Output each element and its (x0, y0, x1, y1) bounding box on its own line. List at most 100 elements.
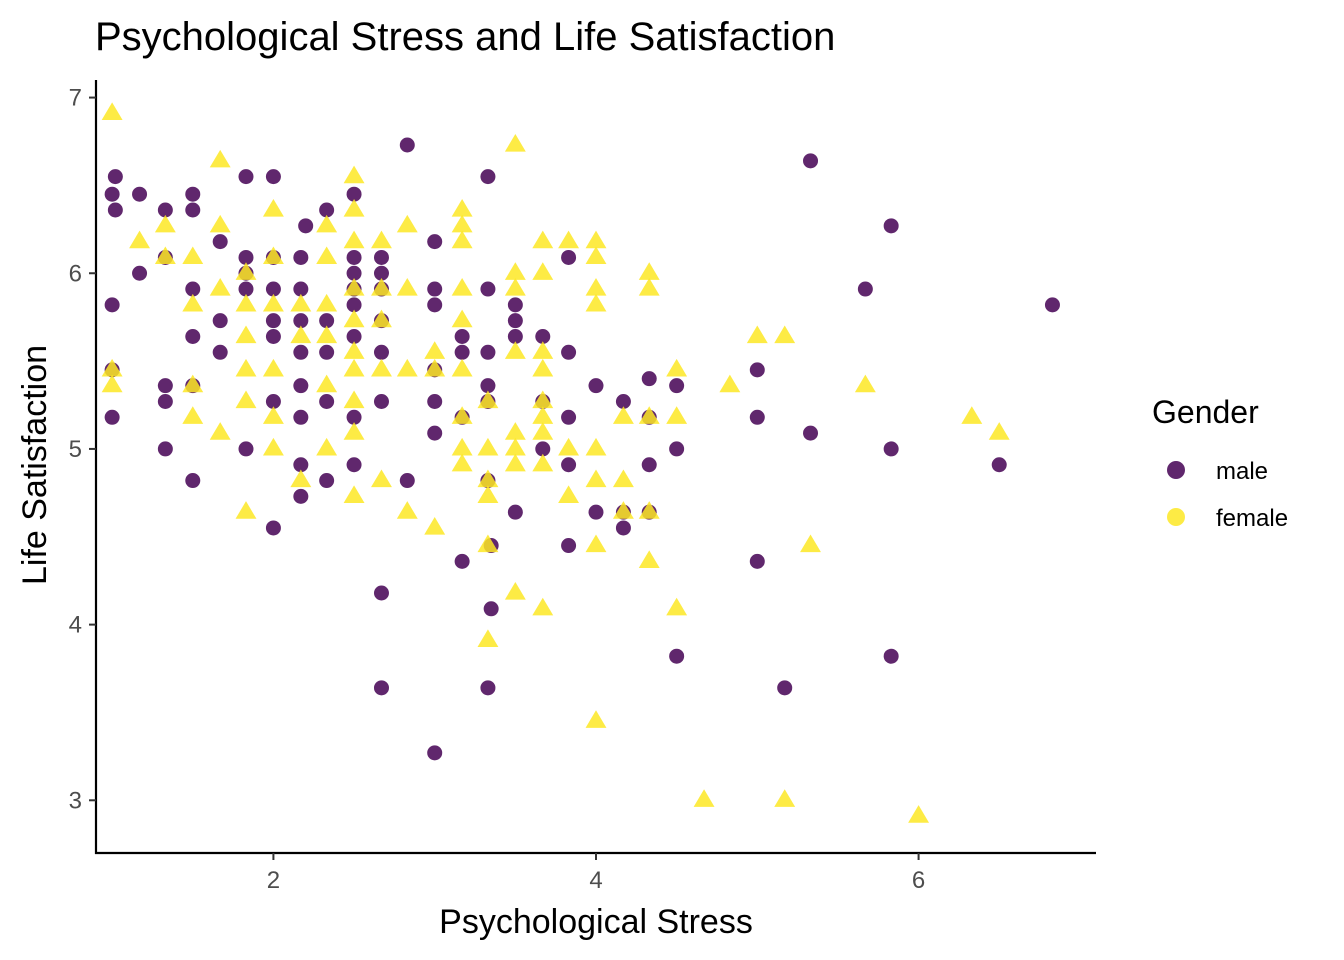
female-data-point (638, 278, 660, 296)
male-data-point (535, 441, 551, 457)
male-data-point (132, 265, 148, 281)
y-tick-label: 5 (69, 436, 82, 463)
male-data-point (480, 344, 496, 360)
legend: Gender male female (1152, 394, 1288, 532)
female-data-point (612, 501, 634, 519)
male-data-point (749, 362, 765, 378)
female-data-point (504, 422, 526, 440)
male-data-point (346, 457, 362, 473)
male-data-point (157, 441, 173, 457)
female-data-point (451, 453, 473, 472)
y-tick-label: 4 (69, 612, 82, 639)
male-data-point (319, 473, 335, 489)
female-data-point (235, 262, 257, 280)
female-data-point (504, 262, 526, 280)
female-data-point (477, 390, 499, 409)
male-data-point (265, 328, 281, 344)
male-data-point (212, 313, 228, 329)
male-data-point (346, 249, 362, 265)
male-data-point (238, 249, 254, 265)
male-data-point (238, 169, 254, 185)
female-data-point (182, 293, 204, 312)
female-data-point (532, 262, 554, 280)
male-data-point (212, 234, 228, 250)
female-data-point (585, 293, 607, 312)
female-data-point (235, 325, 257, 344)
male-data-point (883, 218, 899, 234)
female-data-point (451, 309, 473, 328)
female-data-point (290, 325, 312, 344)
female-data-point (558, 485, 580, 503)
x-axis-ticks: 2 4 6 (267, 853, 925, 894)
female-data-point (961, 406, 983, 424)
male-data-point (265, 281, 281, 297)
male-data-point (669, 378, 685, 394)
male-data-point (803, 425, 819, 441)
female-data-point (532, 390, 554, 409)
male-data-point (480, 169, 496, 185)
female-data-point (316, 293, 338, 312)
male-data-point (293, 344, 309, 360)
male-data-point (319, 313, 335, 329)
female-data-point (343, 278, 365, 296)
female-data-point (451, 358, 473, 377)
female-data-point (800, 534, 821, 553)
female-data-point (585, 246, 607, 265)
female-data-point (343, 165, 365, 184)
female-data-point (235, 358, 257, 377)
legend-title: Gender (1152, 394, 1259, 430)
female-data-point (693, 789, 715, 807)
male-data-point (132, 186, 148, 202)
female-data-point (774, 325, 796, 344)
female-data-point (774, 789, 796, 807)
female-data-point (235, 293, 257, 312)
female-data-point (371, 278, 392, 296)
female-data-point (343, 485, 365, 503)
female-data-point (316, 325, 338, 344)
male-data-point (104, 186, 120, 202)
female-data-point (585, 230, 607, 249)
x-tick-label: 6 (912, 867, 925, 894)
male-data-point (749, 553, 765, 569)
male-data-point (427, 393, 443, 409)
male-data-point (104, 409, 120, 425)
female-data-point (504, 581, 526, 600)
female-data-point (343, 309, 365, 328)
female-data-point (316, 437, 338, 456)
female-data-point (101, 358, 123, 377)
male-data-point (293, 378, 309, 394)
female-data-point (532, 230, 554, 249)
female-data-point (424, 358, 446, 377)
female-data-point (182, 374, 204, 393)
female-data-point (451, 199, 473, 217)
female-data-point (262, 293, 284, 312)
female-data-point (343, 341, 365, 359)
female-data-point (477, 469, 499, 488)
male-data-point (107, 202, 123, 218)
female-data-point (719, 374, 741, 393)
male-data-point (454, 344, 470, 360)
female-data-point (343, 199, 365, 217)
male-data-point (346, 265, 362, 281)
male-data-point (373, 393, 389, 409)
male-data-point (535, 328, 551, 344)
female-data-point (129, 230, 150, 249)
male-data-point (319, 344, 335, 360)
female-data-point (235, 501, 257, 519)
female-data-point (504, 453, 526, 472)
female-data-point (477, 437, 499, 456)
female-data-point (371, 230, 392, 249)
female-data-point (666, 358, 688, 377)
male-data-point (480, 281, 496, 297)
male-data-point (615, 393, 631, 409)
legend-key-female (1167, 508, 1185, 526)
male-data-point (346, 186, 362, 202)
female-data-point (477, 485, 499, 503)
male-data-point (480, 378, 496, 394)
y-tick-label: 7 (69, 85, 82, 112)
female-data-point (371, 309, 392, 328)
female-data-point (532, 597, 554, 616)
male-data-point (480, 680, 496, 696)
male-data-point (265, 313, 281, 329)
